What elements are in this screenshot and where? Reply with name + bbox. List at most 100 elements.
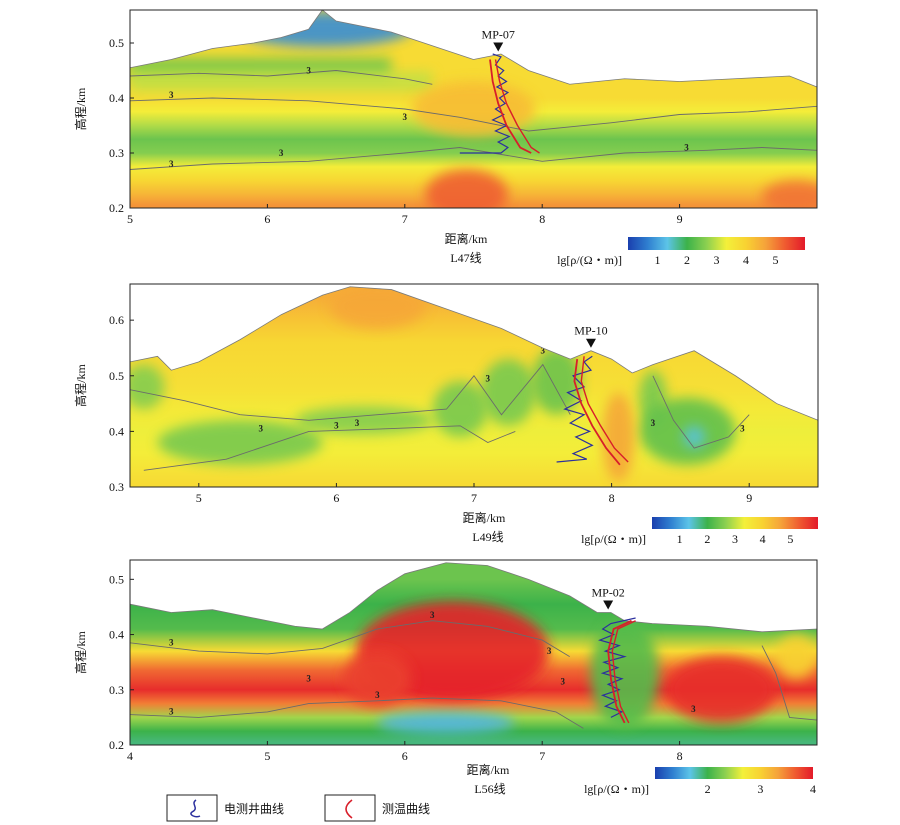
resistivity-anomaly-5	[590, 617, 659, 729]
contour-line-1	[143, 425, 516, 471]
resistivity-anomaly-4	[775, 634, 817, 679]
resistivity-anomaly-1	[342, 651, 412, 707]
resistivity-anomaly-8	[130, 364, 165, 410]
colorbar-tick-label: 4	[743, 253, 749, 267]
electrical-log-legend-swatch	[190, 799, 201, 818]
x-tick-label: 7	[402, 212, 408, 226]
resistivity-anomaly-7	[683, 425, 706, 449]
x-tick-label: 8	[609, 491, 615, 505]
y-tick-label: 0.2	[109, 738, 124, 752]
y-tick-label: 0.3	[109, 683, 124, 697]
topography-line	[129, 9, 818, 88]
x-tick-label: 7	[539, 749, 545, 763]
x-tick-label: 5	[127, 212, 133, 226]
colorbar-tick-label: 1	[655, 253, 661, 267]
contour-label: 3	[279, 148, 284, 158]
resistivity-anomaly-0	[157, 420, 323, 465]
electrical-log-legend-label: 电测井曲线	[224, 802, 284, 816]
well-name: MP-10	[574, 324, 607, 338]
colorbar-tick-label: 5	[773, 253, 779, 267]
well-name: MP-02	[591, 585, 624, 599]
plot-frame	[129, 9, 818, 209]
colorbar	[652, 517, 818, 529]
contour-label: 3	[547, 646, 552, 656]
colorbar-tick-label: 3	[732, 532, 738, 546]
colorbar-tick-label: 3	[757, 782, 763, 796]
colorbar-label: lg[ρ/(Ω・m)]	[584, 782, 649, 796]
colorbar-tick-label: 2	[684, 253, 690, 267]
contour-label: 3	[355, 418, 360, 428]
contour-label: 3	[169, 90, 174, 100]
contour-label: 3	[403, 112, 408, 122]
electrical-log-curve	[459, 53, 511, 154]
resistivity-section: 3 3 3 3 3 3 3 3	[130, 562, 817, 745]
contour-line-1	[130, 697, 584, 729]
y-axis-label: 高程/km	[73, 364, 88, 407]
colorbar-tick-label: 4	[810, 782, 816, 796]
x-tick-label: 6	[264, 212, 270, 226]
resistivity-band-1	[130, 71, 433, 92]
temperature-log-curve-secondary	[580, 356, 629, 463]
resistivity-section: 3 3 3 3 3 3 3	[130, 10, 817, 208]
x-axis-label: 距离/km	[467, 762, 510, 777]
contour-line-2	[652, 375, 750, 449]
plot-frame	[129, 559, 818, 746]
x-tick-label: 6	[333, 491, 339, 505]
resistivity-anomaly-2	[377, 711, 515, 734]
legend: 电测井曲线 测温曲线	[166, 794, 430, 822]
well-marker-icon	[585, 338, 596, 348]
contour-label: 3	[740, 423, 745, 433]
y-tick-label: 0.5	[109, 572, 124, 586]
resistivity-anomaly-3	[480, 359, 536, 426]
x-tick-label: 6	[402, 749, 408, 763]
topography-line	[129, 562, 818, 633]
y-tick-label: 0.4	[109, 91, 124, 105]
resistivity-anomaly-2	[432, 381, 488, 437]
colorbar	[628, 237, 805, 250]
contour-label: 3	[169, 638, 174, 648]
resistivity-anomaly-10	[601, 392, 635, 482]
contour-label: 3	[541, 346, 546, 356]
contour-line-2	[761, 645, 817, 721]
contour-label: 3	[691, 704, 696, 714]
resistivity-section: 3 3 3 3 3 3 3	[130, 286, 818, 487]
temperature-log-legend-swatch	[345, 799, 353, 819]
contour-label: 3	[169, 159, 174, 169]
contour-label: 3	[306, 65, 311, 75]
x-tick-label: 4	[127, 749, 133, 763]
panel-3: 3 3 3 3 3 3 3 3 MP-02 4 5 6 7 8 0.2 0.3 0.4 0.5 距离/km 高程/km…	[73, 559, 818, 796]
contour-label: 3	[306, 673, 311, 683]
contour-line-1	[130, 97, 817, 132]
resistivity-anomaly-9	[329, 286, 426, 329]
well-name: MP-07	[482, 28, 515, 42]
contour-label: 3	[375, 690, 380, 700]
contour-line-0	[130, 70, 433, 85]
temperature-log-curve	[573, 358, 621, 466]
y-tick-label: 0.4	[109, 628, 124, 642]
survey-line-name: L47线	[450, 251, 481, 265]
temperature-log-curve-secondary	[494, 59, 540, 154]
colorbar-label: lg[ρ/(Ω・m)]	[557, 253, 622, 267]
x-axis-label: 距离/km	[463, 510, 506, 525]
contour-label: 3	[684, 142, 689, 152]
x-tick-label: 5	[196, 491, 202, 505]
survey-line-name: L56线	[474, 782, 505, 796]
contour-label: 3	[169, 707, 174, 717]
y-tick-label: 0.4	[109, 424, 124, 438]
contour-line-0	[130, 363, 571, 421]
survey-line-name: L49线	[472, 530, 503, 544]
contour-label: 3	[334, 421, 339, 431]
electrical-log-curve	[598, 617, 636, 718]
well-marker-icon	[493, 42, 504, 52]
y-tick-label: 0.3	[109, 146, 124, 160]
colorbar-tick-label: 4	[760, 532, 766, 546]
x-tick-label: 5	[264, 749, 270, 763]
contour-label: 3	[684, 74, 689, 84]
colorbar	[655, 767, 813, 779]
x-axis-label: 距离/km	[445, 231, 488, 246]
x-tick-label: 7	[471, 491, 477, 505]
y-tick-label: 0.5	[109, 369, 124, 383]
colorbar-tick-label: 2	[704, 532, 710, 546]
resistivity-anomaly-1	[425, 169, 508, 208]
contour-label: 3	[561, 676, 566, 686]
